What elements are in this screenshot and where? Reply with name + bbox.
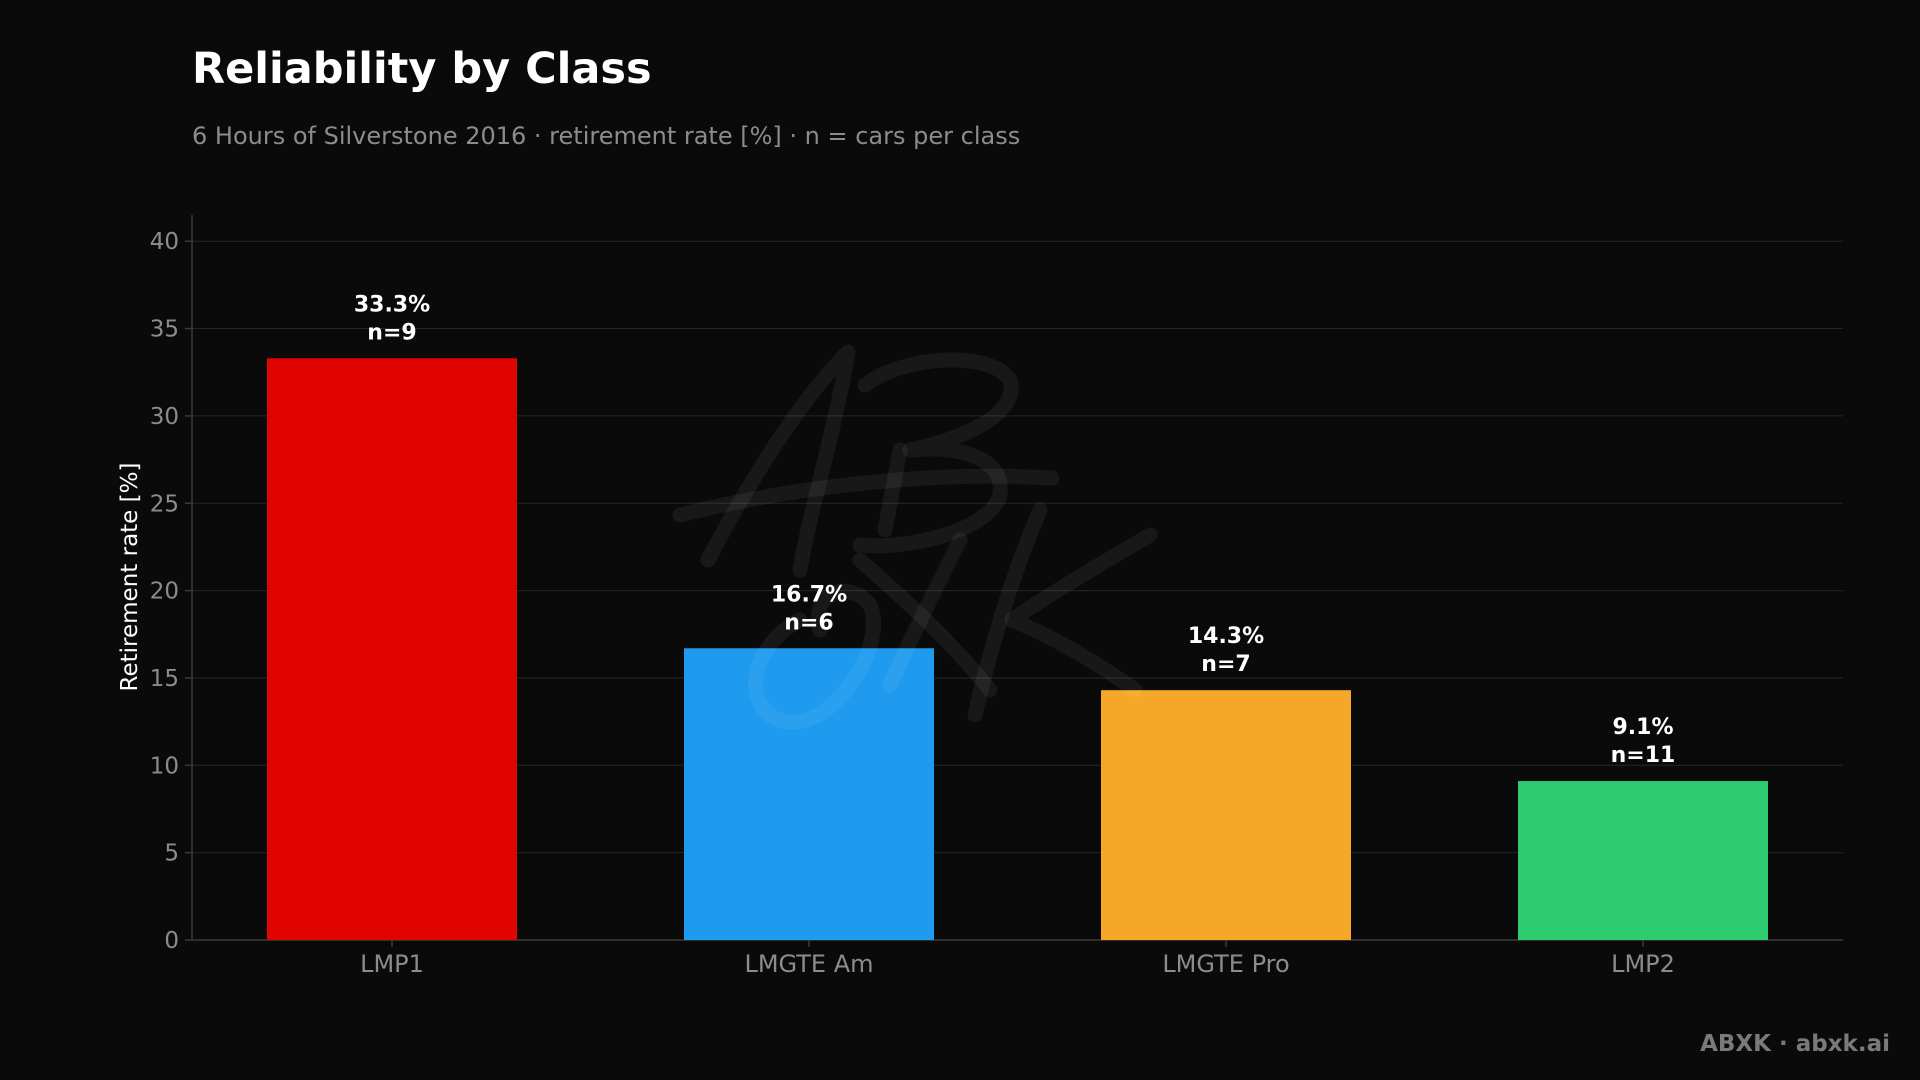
x-tick-label: LMGTE Am — [744, 950, 873, 978]
data-label-value: 9.1% — [1612, 715, 1673, 740]
data-label-value: 16.7% — [771, 582, 847, 607]
data-label-n: n=7 — [1201, 652, 1250, 677]
data-label-n: n=11 — [1611, 743, 1676, 768]
x-tick-label: LMP2 — [1611, 950, 1675, 978]
watermark-logo — [672, 344, 1158, 730]
y-tick-label: 5 — [164, 841, 179, 867]
data-label-value: 14.3% — [1188, 624, 1264, 649]
x-tick-labels: LMP1 LMGTE Am LMGTE Pro LMP2 — [360, 950, 1675, 978]
data-label-n: n=6 — [784, 610, 833, 635]
y-axis-label: Retirement rate [%] — [117, 463, 143, 692]
bar — [1518, 781, 1768, 940]
bar — [1101, 690, 1351, 940]
x-tick-label: LMGTE Pro — [1162, 950, 1289, 978]
y-tick-labels: 0 5 10 15 20 25 30 35 40 — [150, 229, 179, 954]
y-tick-label: 20 — [150, 579, 179, 605]
data-label-value: 33.3% — [354, 292, 430, 317]
y-tick-label: 25 — [150, 491, 179, 517]
y-tick-label: 35 — [150, 317, 179, 343]
bar — [267, 358, 517, 940]
y-tick-label: 0 — [164, 928, 179, 954]
chart-title: Reliability by Class — [192, 44, 652, 94]
y-tick-label: 40 — [150, 229, 179, 255]
y-tick-label: 15 — [150, 666, 179, 692]
footer-credit: ABXK · abxk.ai — [1700, 1031, 1890, 1057]
y-tick-label: 30 — [150, 404, 179, 430]
x-tick-label: LMP1 — [360, 950, 424, 978]
chart-subtitle: 6 Hours of Silverstone 2016 · retirement… — [192, 122, 1021, 150]
bars — [267, 358, 1768, 940]
data-labels: 33.3% n=9 16.7% n=6 14.3% n=7 9.1% n=11 — [354, 292, 1676, 768]
bar — [684, 648, 934, 940]
data-label-n: n=9 — [367, 320, 416, 345]
y-tick-label: 10 — [150, 753, 179, 779]
